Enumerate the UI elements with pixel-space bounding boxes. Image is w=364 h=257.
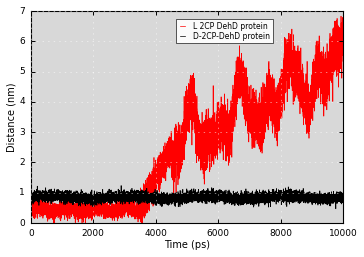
Line: L 2CP DehD protein: L 2CP DehD protein bbox=[31, 16, 343, 223]
D-2CP-DehD protein bbox=[41, 194, 46, 197]
D-2CP-DehD protein bbox=[28, 194, 33, 197]
D-2CP-DehD protein bbox=[119, 184, 123, 187]
D-2CP-DehD protein bbox=[334, 207, 338, 210]
D-2CP-DehD protein bbox=[324, 196, 329, 199]
D-2CP-DehD protein bbox=[181, 194, 186, 197]
D-2CP-DehD protein bbox=[47, 196, 52, 199]
L 2CP DehD protein bbox=[41, 207, 46, 210]
Y-axis label: Distance (nm): Distance (nm) bbox=[7, 82, 17, 152]
L 2CP DehD protein bbox=[28, 210, 33, 214]
L 2CP DehD protein bbox=[47, 208, 52, 211]
D-2CP-DehD protein bbox=[341, 194, 345, 197]
L 2CP DehD protein bbox=[30, 207, 34, 210]
L 2CP DehD protein bbox=[324, 91, 329, 95]
L 2CP DehD protein bbox=[181, 143, 186, 146]
L 2CP DehD protein bbox=[339, 15, 343, 18]
L 2CP DehD protein bbox=[52, 222, 56, 225]
Legend: L 2CP DehD protein, D-2CP-DehD protein: L 2CP DehD protein, D-2CP-DehD protein bbox=[176, 19, 273, 43]
D-2CP-DehD protein bbox=[90, 197, 94, 200]
Line: D-2CP-DehD protein: D-2CP-DehD protein bbox=[31, 186, 343, 209]
L 2CP DehD protein bbox=[90, 207, 94, 210]
X-axis label: Time (ps): Time (ps) bbox=[164, 240, 210, 250]
D-2CP-DehD protein bbox=[30, 198, 34, 201]
L 2CP DehD protein bbox=[341, 60, 345, 63]
